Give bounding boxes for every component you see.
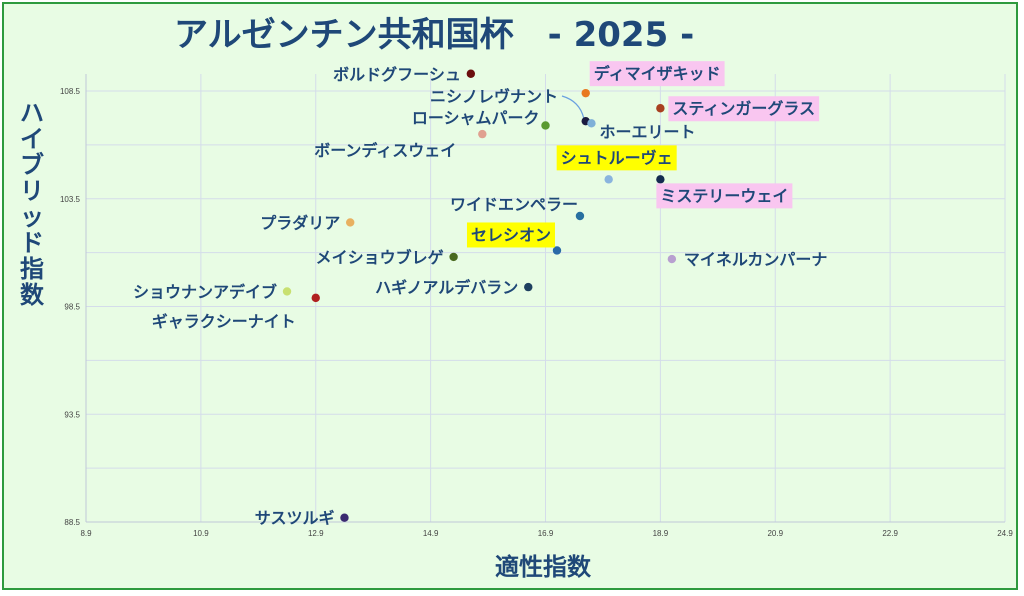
point-label: ボーンディスウェイ bbox=[314, 141, 456, 160]
tick-labels: 8.9 10.9 12.9 14.9 16.9 18.9 20.9 22.9 24.9 88.5 9… bbox=[60, 87, 1013, 538]
data-points bbox=[282, 69, 677, 522]
x-tick-label: 14.9 bbox=[423, 529, 439, 538]
label-highlight bbox=[589, 61, 725, 87]
data-point bbox=[552, 246, 562, 255]
data-point bbox=[667, 254, 677, 264]
label-highlight bbox=[556, 145, 677, 171]
leader-line bbox=[561, 95, 585, 119]
point-label: スティンガーグラス bbox=[672, 99, 815, 118]
chart-title: アルゼンチン共和国杯 - 2025 - bbox=[174, 15, 694, 55]
point-label: ディマイザキッド bbox=[594, 64, 721, 83]
data-point bbox=[581, 88, 590, 98]
data-point bbox=[346, 218, 355, 227]
data-point bbox=[656, 175, 665, 184]
x-tick-label: 22.9 bbox=[882, 529, 898, 538]
point-label: ミステリーウェイ bbox=[660, 186, 788, 205]
point-label: ギャラクシーナイト bbox=[152, 312, 296, 331]
y-tick-label: 93.5 bbox=[64, 410, 80, 419]
x-tick-label: 16.9 bbox=[538, 529, 554, 538]
label-highlight bbox=[656, 183, 793, 209]
y-tick-label: 98.5 bbox=[64, 303, 80, 312]
x-tick-label: 8.9 bbox=[80, 529, 92, 538]
label-highlight bbox=[466, 222, 555, 248]
point-label: ワイドエンペラー bbox=[450, 195, 578, 214]
point-label: ショウナンアデイブ bbox=[133, 282, 277, 301]
data-point bbox=[587, 119, 596, 128]
y-tick-label: 88.5 bbox=[64, 518, 80, 527]
data-point bbox=[541, 121, 550, 130]
data-point bbox=[340, 513, 349, 522]
x-tick-label: 24.9 bbox=[997, 529, 1013, 538]
data-point bbox=[478, 129, 487, 139]
x-axis-title: 適性指数 bbox=[495, 553, 592, 581]
data-point bbox=[656, 104, 665, 113]
point-label: マイネルカンパーナ bbox=[684, 250, 828, 269]
data-point bbox=[604, 175, 613, 184]
point-label: サスツルギ bbox=[255, 509, 335, 528]
label-highlight bbox=[668, 96, 820, 122]
data-point bbox=[282, 287, 292, 296]
data-point bbox=[575, 211, 585, 221]
data-point bbox=[466, 69, 476, 78]
leader-lines bbox=[561, 95, 585, 119]
chart-frame bbox=[2, 2, 1018, 590]
point-label: ホーエリート bbox=[599, 122, 695, 141]
y-axis-title: ハイブリッド指数 bbox=[20, 99, 45, 309]
point-label: メイショウブレゲ bbox=[316, 248, 444, 267]
x-tick-label: 12.9 bbox=[308, 529, 324, 538]
point-label: シュトルーヴェ bbox=[561, 148, 673, 167]
point-label: ハギノアルデバラン bbox=[375, 278, 518, 297]
x-tick-label: 20.9 bbox=[767, 529, 783, 538]
point-label: ボルドグフーシュ bbox=[333, 65, 461, 84]
data-point bbox=[524, 282, 533, 292]
y-tick-label: 103.5 bbox=[60, 195, 81, 204]
grid-lines bbox=[85, 74, 1006, 523]
point-label: セレシオン bbox=[471, 225, 551, 244]
point-label: ローシャムパーク bbox=[412, 108, 540, 127]
point-label: プラダリア bbox=[260, 213, 340, 232]
x-tick-label: 10.9 bbox=[193, 529, 209, 538]
data-point bbox=[311, 293, 320, 303]
data-point bbox=[449, 252, 458, 262]
point-label: ニシノレヴナント bbox=[430, 87, 558, 106]
y-tick-label: 108.5 bbox=[60, 87, 81, 96]
x-tick-label: 18.9 bbox=[653, 529, 669, 538]
